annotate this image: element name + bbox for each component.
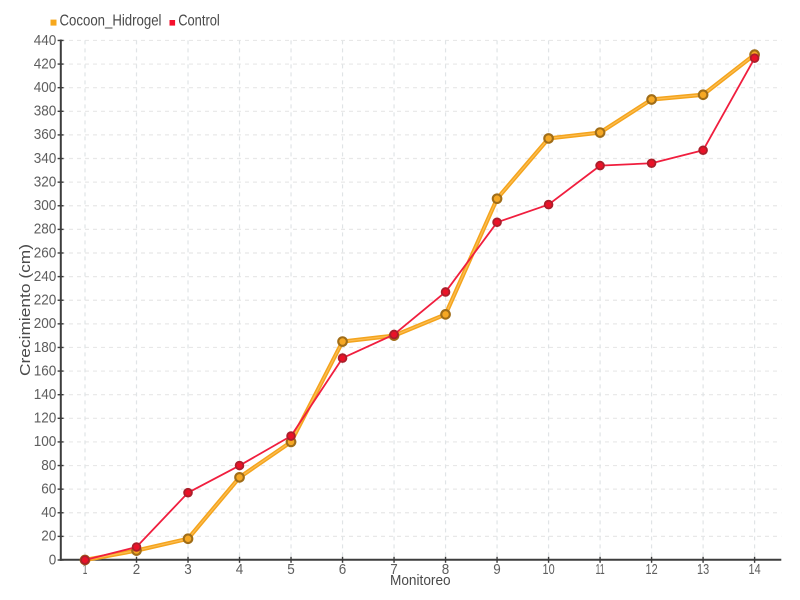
svg-text:4: 4 — [236, 561, 244, 578]
svg-text:140: 140 — [34, 386, 57, 403]
svg-text:100: 100 — [34, 433, 57, 450]
svg-text:440: 440 — [34, 32, 57, 49]
svg-text:280: 280 — [34, 221, 57, 238]
svg-text:Cocoon_Hidrogel: Cocoon_Hidrogel — [60, 13, 162, 30]
svg-text:3: 3 — [184, 561, 192, 578]
svg-text:340: 340 — [34, 150, 57, 167]
svg-text:200: 200 — [34, 315, 57, 332]
svg-text:Control: Control — [178, 13, 220, 30]
svg-text:360: 360 — [34, 126, 57, 143]
svg-text:5: 5 — [287, 561, 295, 578]
svg-text:120: 120 — [34, 410, 57, 427]
svg-text:12: 12 — [646, 561, 658, 578]
svg-text:0: 0 — [49, 551, 57, 568]
svg-text:180: 180 — [34, 339, 57, 356]
svg-text:80: 80 — [41, 457, 56, 474]
svg-text:220: 220 — [34, 292, 57, 309]
svg-text:Monitoreo: Monitoreo — [390, 572, 451, 589]
svg-text:6: 6 — [339, 561, 347, 578]
svg-text:13: 13 — [697, 561, 709, 578]
svg-text:20: 20 — [41, 528, 56, 545]
svg-text:160: 160 — [34, 362, 57, 379]
svg-text:9: 9 — [493, 561, 501, 578]
svg-text:8: 8 — [442, 561, 450, 578]
svg-text:400: 400 — [34, 79, 57, 96]
svg-text:14: 14 — [749, 561, 761, 578]
svg-text:Crecimiento (cm): Crecimiento (cm) — [17, 244, 34, 376]
svg-text:7: 7 — [390, 561, 398, 578]
svg-text:260: 260 — [34, 244, 57, 261]
svg-text:380: 380 — [34, 103, 57, 120]
svg-text:420: 420 — [34, 55, 57, 72]
svg-text:60: 60 — [41, 480, 56, 497]
svg-text:40: 40 — [41, 504, 56, 521]
svg-text:11: 11 — [595, 561, 604, 578]
svg-text:10: 10 — [543, 561, 555, 578]
svg-text:1: 1 — [83, 561, 88, 578]
svg-text:300: 300 — [34, 197, 57, 214]
svg-text:320: 320 — [34, 173, 57, 190]
svg-text:240: 240 — [34, 268, 57, 285]
svg-text:2: 2 — [133, 561, 141, 578]
